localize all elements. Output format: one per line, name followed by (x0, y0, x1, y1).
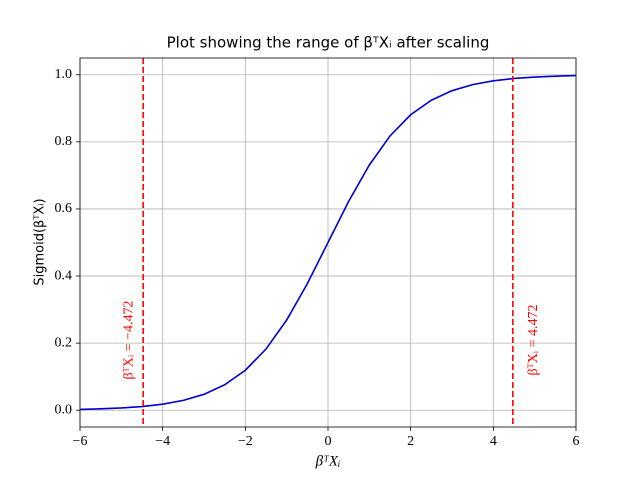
y-tick-label: 0.6 (55, 201, 73, 216)
x-tick-label: 2 (407, 434, 414, 449)
x-tick-label: 6 (573, 434, 580, 449)
y-tick-label: 0.2 (55, 335, 73, 350)
reference-label: βᵀXᵢ = 4.472 (526, 305, 541, 376)
x-axis-label: βᵀXᵢ (315, 453, 341, 469)
reference-label: βᵀXᵢ = −4.472 (121, 301, 136, 380)
y-tick-label: 1.0 (55, 67, 73, 82)
y-axis-label: Sigmoid(βᵀXᵢ) (33, 198, 48, 285)
x-tick-label: 0 (325, 434, 332, 449)
y-tick-label: 0.8 (55, 134, 73, 149)
y-tick-label: 0.0 (55, 402, 73, 417)
y-tick-label: 0.4 (55, 268, 73, 283)
line-series (79, 74, 577, 411)
x-tick-label: −6 (73, 434, 88, 449)
chart-title: Plot showing the range of βᵀXᵢ after sca… (167, 34, 490, 52)
plot-frame (79, 57, 577, 428)
x-tick-label: −4 (155, 434, 170, 449)
x-tick-label: 4 (490, 434, 497, 449)
x-tick-label: −2 (238, 434, 253, 449)
